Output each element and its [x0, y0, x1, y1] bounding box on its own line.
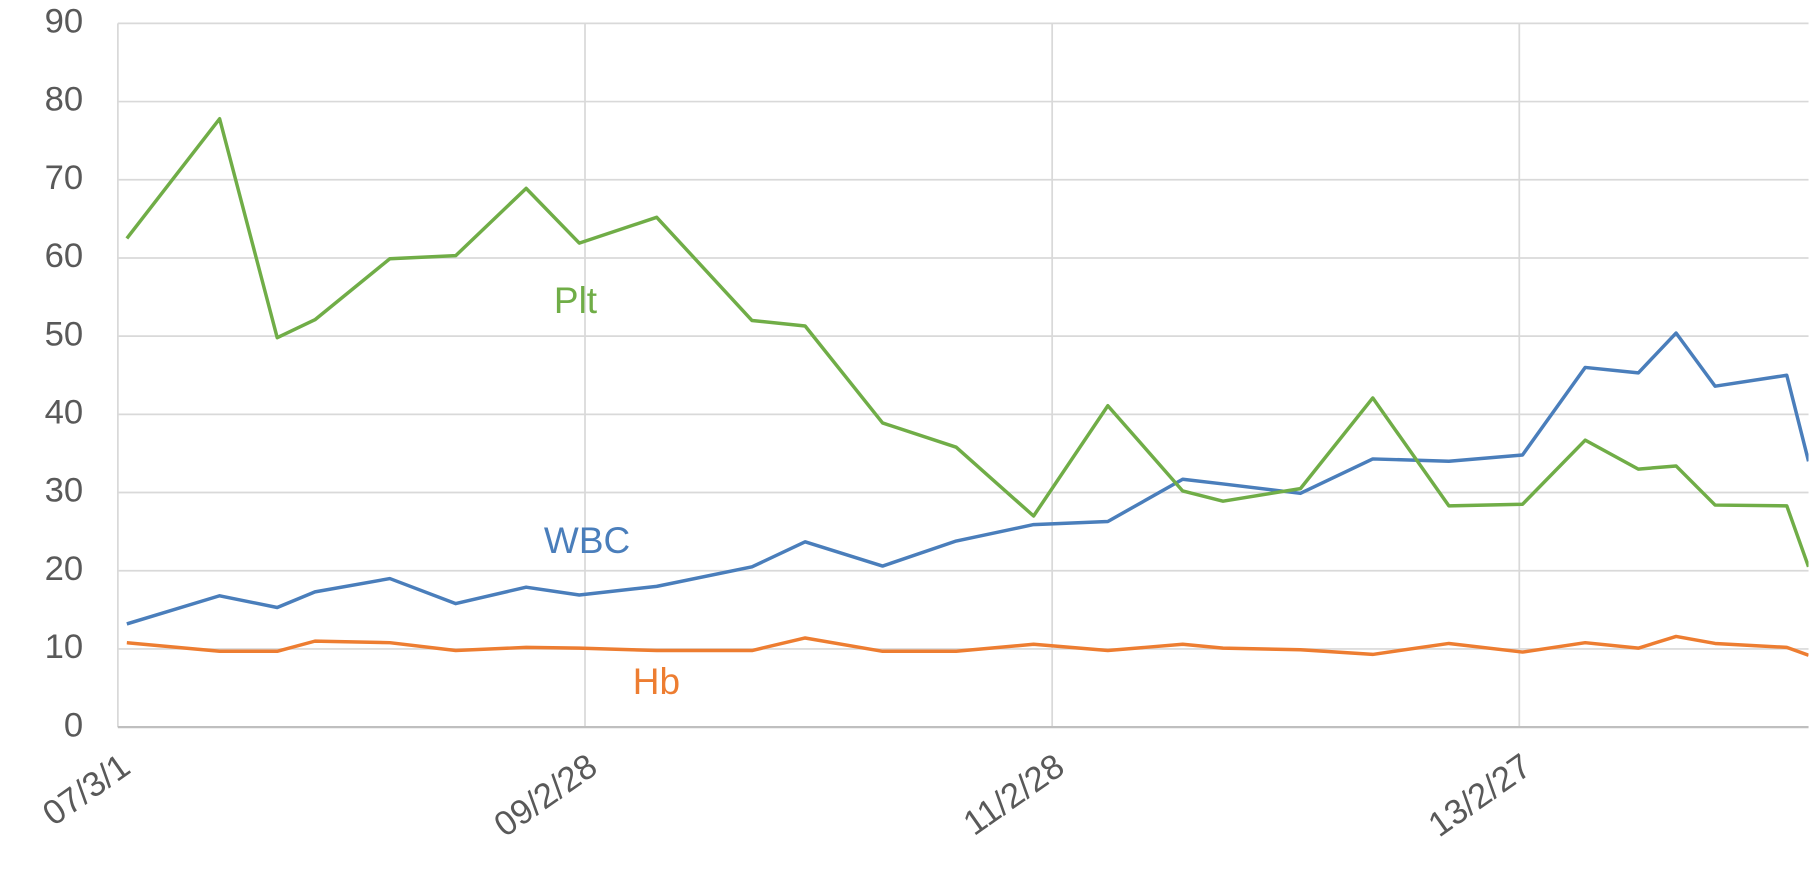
y-tick-label: 70 — [45, 159, 84, 197]
y-tick-label: 0 — [64, 706, 83, 744]
series-label: WBC — [544, 520, 630, 561]
series-label: Plt — [554, 280, 597, 321]
y-tick-label: 80 — [45, 81, 84, 119]
y-tick-label: 60 — [45, 237, 84, 275]
y-tick-label: 40 — [45, 394, 84, 432]
y-tick-label: 20 — [45, 550, 84, 588]
y-tick-label: 10 — [45, 628, 84, 666]
y-tick-label: 50 — [45, 315, 84, 353]
x-tick-label: 09/2/28 — [488, 747, 605, 844]
series-line — [125, 117, 1809, 568]
x-tick-label: 07/3/1 — [36, 747, 137, 833]
x-tick-label: 11/2/28 — [957, 747, 1071, 843]
x-tick-label: 13/2/27 — [1422, 747, 1539, 844]
series-line — [126, 331, 1809, 626]
y-tick-label: 90 — [45, 3, 84, 41]
series-line — [126, 634, 1809, 657]
series-label: Hb — [633, 661, 680, 702]
y-tick-label: 30 — [45, 472, 84, 510]
